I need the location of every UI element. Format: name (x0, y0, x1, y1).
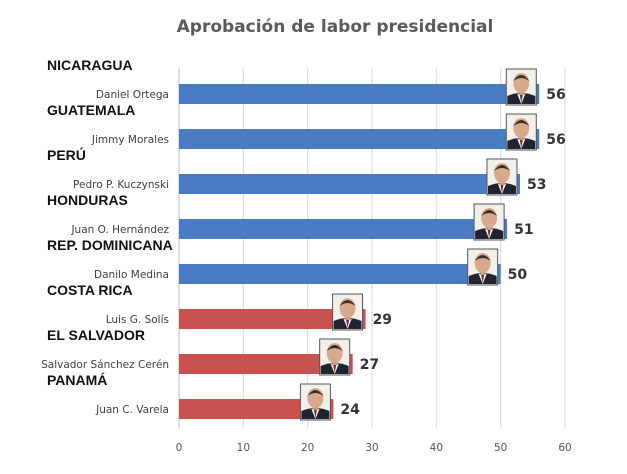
salvador-sanchez-portrait-icon (319, 338, 351, 376)
country-label: EL SALVADOR (47, 327, 145, 343)
country-label: REP. DOMINICANA (47, 237, 173, 253)
x-tick-label: 50 (494, 442, 507, 454)
country-label: COSTA RICA (47, 282, 133, 298)
president-label: Pedro P. Kuczynski (73, 179, 169, 191)
x-tick-label: 0 (176, 442, 183, 454)
value-label: 51 (514, 222, 533, 238)
president-label: Juan O. Hernández (70, 224, 169, 236)
president-label: Daniel Ortega (96, 89, 169, 101)
bar (179, 84, 540, 104)
value-label: 53 (527, 177, 546, 193)
country-label: PERÚ (47, 146, 86, 163)
value-label: 56 (546, 87, 565, 103)
gridlines (178, 68, 566, 428)
president-label: Salvador Sánchez Cerén (41, 359, 169, 371)
country-label: GUATEMALA (47, 102, 135, 118)
luis-solis-portrait-icon (332, 293, 364, 331)
jimmy-morales-portrait-icon (505, 113, 537, 151)
bar (179, 219, 508, 239)
chart-title: Aprobación de labor presidencial (177, 17, 494, 37)
value-label: 56 (546, 132, 565, 148)
x-tick-label: 10 (237, 442, 250, 454)
bars (179, 84, 540, 419)
country-label: HONDURAS (47, 192, 128, 208)
value-label: 29 (373, 312, 392, 328)
x-tick-label: 60 (558, 442, 571, 454)
president-label: Danilo Medina (94, 269, 169, 281)
value-label: 50 (508, 267, 528, 283)
bar (179, 399, 334, 419)
x-axis-ticks: 0 10 20 30 40 50 60 (176, 442, 572, 454)
pedro-kuczynski-portrait-icon (486, 158, 518, 196)
juan-varela-portrait-icon (299, 383, 331, 421)
row-labels: NICARAGUA Daniel Ortega 56 GUATEMALA Jimmy M… (41, 57, 566, 418)
country-label: NICARAGUA (47, 57, 133, 73)
danilo-medina-portrait-icon (467, 248, 499, 286)
president-label: Luis G. Solís (106, 314, 169, 326)
x-tick-label: 30 (365, 442, 378, 454)
daniel-ortega-portrait-icon (505, 68, 537, 106)
juan-hernandez-portrait-icon (473, 203, 505, 241)
portraits (299, 68, 537, 421)
x-tick-label: 20 (301, 442, 314, 454)
bar (179, 264, 501, 284)
bar (179, 174, 520, 194)
bar (179, 309, 366, 329)
president-label: Juan C. Varela (95, 404, 169, 416)
value-label: 24 (340, 402, 360, 418)
bar (179, 354, 353, 374)
x-tick-label: 40 (430, 442, 443, 454)
value-label: 27 (360, 357, 379, 373)
president-label: Jimmy Morales (91, 134, 169, 146)
country-label: PANAMÁ (47, 372, 107, 388)
bar (179, 129, 540, 149)
